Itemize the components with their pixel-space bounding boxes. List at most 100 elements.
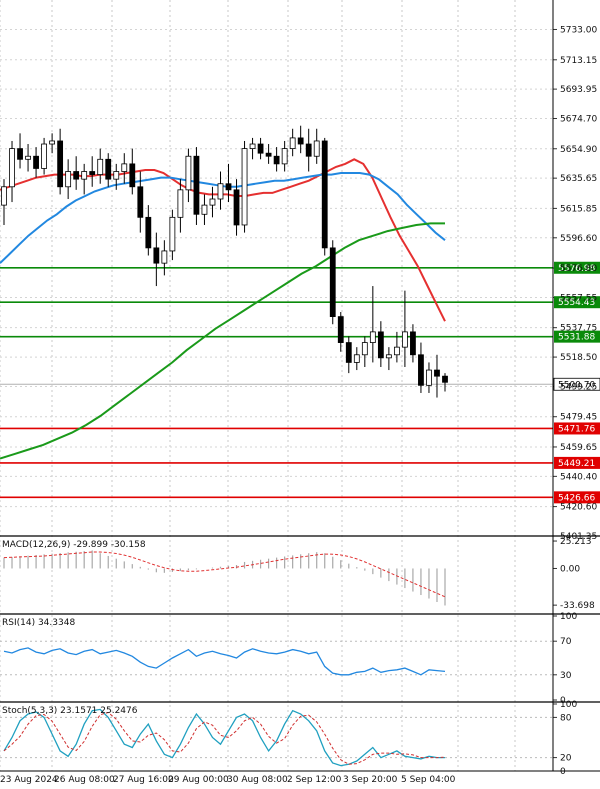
price-tick-label: 5459.65 [560,443,597,453]
candle [289,128,296,157]
candle [89,156,96,187]
bear-candle-body [193,155,200,215]
macd-tick-label: 0.00 [560,564,580,574]
price-tick-label: 5576.80 [560,264,597,274]
bear-candle-body [442,375,448,383]
candle [57,128,64,195]
bear-candle-body [89,171,96,175]
bear-candle-body [418,354,424,386]
x-tick-label: 29 Aug 00:00 [168,775,229,785]
candle [105,153,112,187]
candle [177,179,184,233]
bear-candle-body [273,155,280,165]
bull-candle-body [9,148,15,188]
stoch-k-line [3,708,445,767]
candle [337,312,344,352]
candle [153,232,160,287]
price-tick-label: 5401.35 [560,532,597,542]
bull-candle-body [1,186,7,206]
macd-tick-label: 25.213 [560,537,592,547]
candle [273,147,280,172]
candle [257,137,264,160]
bull-candle-body [241,148,248,226]
price-tick-label: 5615.85 [560,204,597,214]
level-label: 5471.76 [558,424,595,434]
macd-label: MACD(12,26,9) -29.899 -30.158 [2,540,146,550]
stoch-tick-label: 0 [560,767,566,777]
bull-candle-body [361,342,368,356]
stoch-tick-label: 20 [560,754,572,764]
bull-candle-body [97,158,104,175]
candle [25,144,31,172]
candle [33,147,39,178]
candle [442,373,448,392]
rsi-tick-label: 0 [560,696,566,706]
candle [410,324,416,363]
candle [402,290,408,368]
x-tick-label: 26 Aug 08:00 [54,775,115,785]
price-tick-label: 5479.45 [560,413,597,423]
bull-candle-body [393,346,400,356]
candle [329,240,336,325]
candle [241,140,248,233]
level-tag [554,491,600,504]
rsi-line [3,647,446,676]
bull-candle-body [177,189,184,218]
candle [81,163,88,195]
rsi-tick-label: 100 [560,612,577,622]
current-price-label: 5500.70 [558,380,595,390]
bull-candle-body [169,216,176,252]
bear-candle-body [57,140,64,188]
candle [418,342,424,393]
stoch-label: Stoch(5,3,3) 23.1571 25.2476 [2,706,138,716]
bull-candle-body [217,183,224,200]
bull-candle-body [402,331,408,348]
candle [17,133,23,169]
candle [129,148,136,195]
price-candles [1,125,448,398]
bull-candle-body [49,140,56,145]
candle [305,128,312,172]
candle [121,153,128,184]
bear-candle-body [73,171,80,180]
level-label: 5531.88 [558,333,595,343]
bear-candle-body [129,163,136,188]
candle [169,209,176,261]
bear-candle-body [377,331,384,359]
x-tick-label: 2 Sep 12:00 [287,775,342,785]
candle [233,179,240,236]
stoch-d-line [3,711,446,765]
rsi-label: RSI(14) 34.3348 [2,618,75,628]
candle [225,163,232,203]
bull-candle-body [185,155,192,191]
candle [185,148,192,203]
bear-candle-body [153,247,160,264]
candle [393,331,400,363]
level-label: 5554.43 [558,298,595,308]
level-tag [554,296,600,309]
candle [9,140,15,203]
candle [145,205,152,256]
bear-candle-body [33,155,39,169]
bull-candle-body [25,155,31,160]
candle [345,336,352,374]
price-tick-label: 5635.65 [560,174,597,184]
support-resistance-levels: 5576.98 5554.43 5531.88 5471.76 5449.21 5426.… [0,261,600,504]
candle [49,133,56,154]
price-tick-label: 5499.25 [560,382,597,392]
bull-candle-body [353,354,360,363]
price-tick-label: 5654.90 [560,145,597,155]
price-tick-label: 5420.60 [560,503,597,513]
candle [209,186,216,218]
current-price-tag [553,377,600,391]
bull-candle-body [281,148,288,165]
bull-candle-body [201,204,208,215]
candle [297,125,304,154]
candle [385,347,392,371]
bear-candle-body [434,369,440,377]
bear-candle-body [321,140,328,249]
candle [281,140,288,172]
candle [41,137,47,175]
candle [113,163,120,190]
price-tick-label: 5537.75 [560,324,597,334]
